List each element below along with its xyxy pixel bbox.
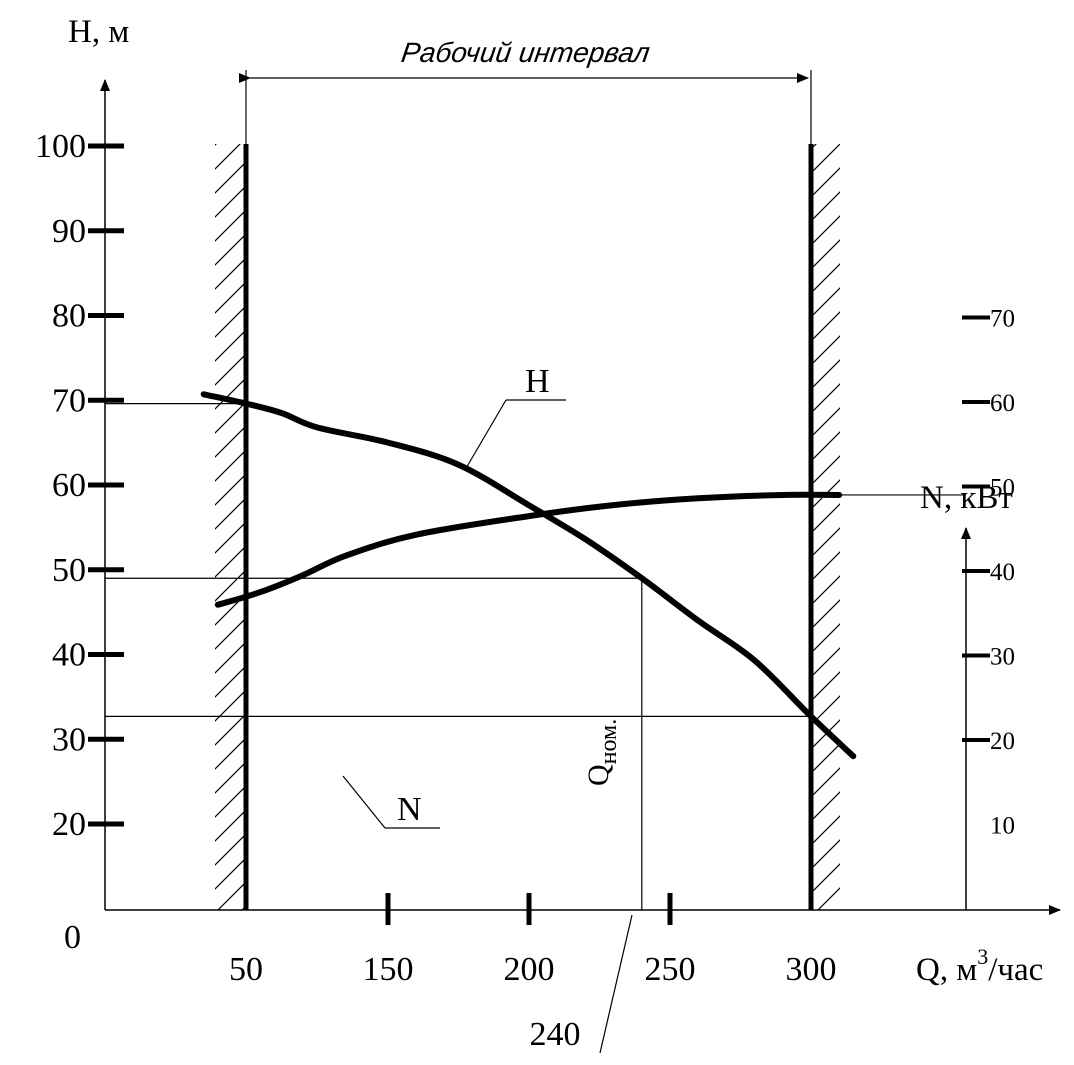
x-tick-label-250: 250 <box>645 951 696 988</box>
y-tick-label-60: 60 <box>52 467 86 504</box>
y-tick-label-90: 90 <box>52 213 86 250</box>
n-label-leader <box>342 775 386 829</box>
working-interval-label: Рабочий интервал <box>399 37 652 68</box>
h-label-leader <box>464 399 507 471</box>
y-tick-label-70: 70 <box>52 382 86 419</box>
y-tick-label-50: 50 <box>52 552 86 589</box>
x-tick-label-50: 50 <box>229 951 263 988</box>
y-axis-label: H, м <box>68 14 129 50</box>
right-tick-label-20: 20 <box>990 728 1015 755</box>
right-tick-label-70: 70 <box>990 306 1015 333</box>
x-axis-label-sup: 3 <box>977 944 988 969</box>
x-tick-label-200: 200 <box>504 951 555 988</box>
right-tick-label-60: 60 <box>990 390 1015 417</box>
q-nom-label: Qном. <box>582 719 622 786</box>
x-axis-ticks: 50 150 200 250 300 <box>229 893 837 988</box>
x-tick-label-300: 300 <box>786 951 837 988</box>
q-nom-label-main: Q <box>582 764 615 786</box>
left-hatch-zone <box>215 144 246 910</box>
q-nom-value-leader <box>599 914 633 1054</box>
y-tick-label-40: 40 <box>52 637 86 674</box>
right-tick-label-10: 10 <box>990 813 1015 840</box>
right-tick-label-40: 40 <box>990 559 1015 586</box>
y-tick-label-100: 100 <box>35 128 86 165</box>
x-axis-label: Q, м3/час <box>916 944 1043 988</box>
y-tick-label-80: 80 <box>52 298 86 335</box>
q-nom-label-sub: ном. <box>596 719 622 765</box>
x-axis-label-tail: /час <box>988 952 1043 988</box>
x-tick-label-150: 150 <box>363 951 414 988</box>
origin-label: 0 <box>64 919 81 956</box>
power-curve-n <box>214 491 843 608</box>
y-tick-label-20: 20 <box>52 806 86 843</box>
right-tick-label-30: 30 <box>990 644 1015 671</box>
h-curve-label: H <box>525 363 550 400</box>
q-nom-value-label: 240 <box>530 1016 581 1053</box>
right-axis-label-text: N, кВт <box>920 480 1013 516</box>
x-axis-label-main: Q, м <box>916 952 977 988</box>
right-hatch-zone <box>811 144 840 910</box>
right-axis-ticks: 10 20 30 40 50 60 70 <box>962 306 1015 840</box>
right-tick-label-50: 50 <box>990 475 1015 502</box>
right-axis-label: N, кВт <box>920 480 1013 516</box>
head-curve-h <box>200 391 857 760</box>
n-curve-label: N <box>397 791 422 828</box>
y-tick-label-30: 30 <box>52 721 86 758</box>
y-axis-ticks: 20 30 40 50 60 70 80 90 100 <box>35 128 124 843</box>
